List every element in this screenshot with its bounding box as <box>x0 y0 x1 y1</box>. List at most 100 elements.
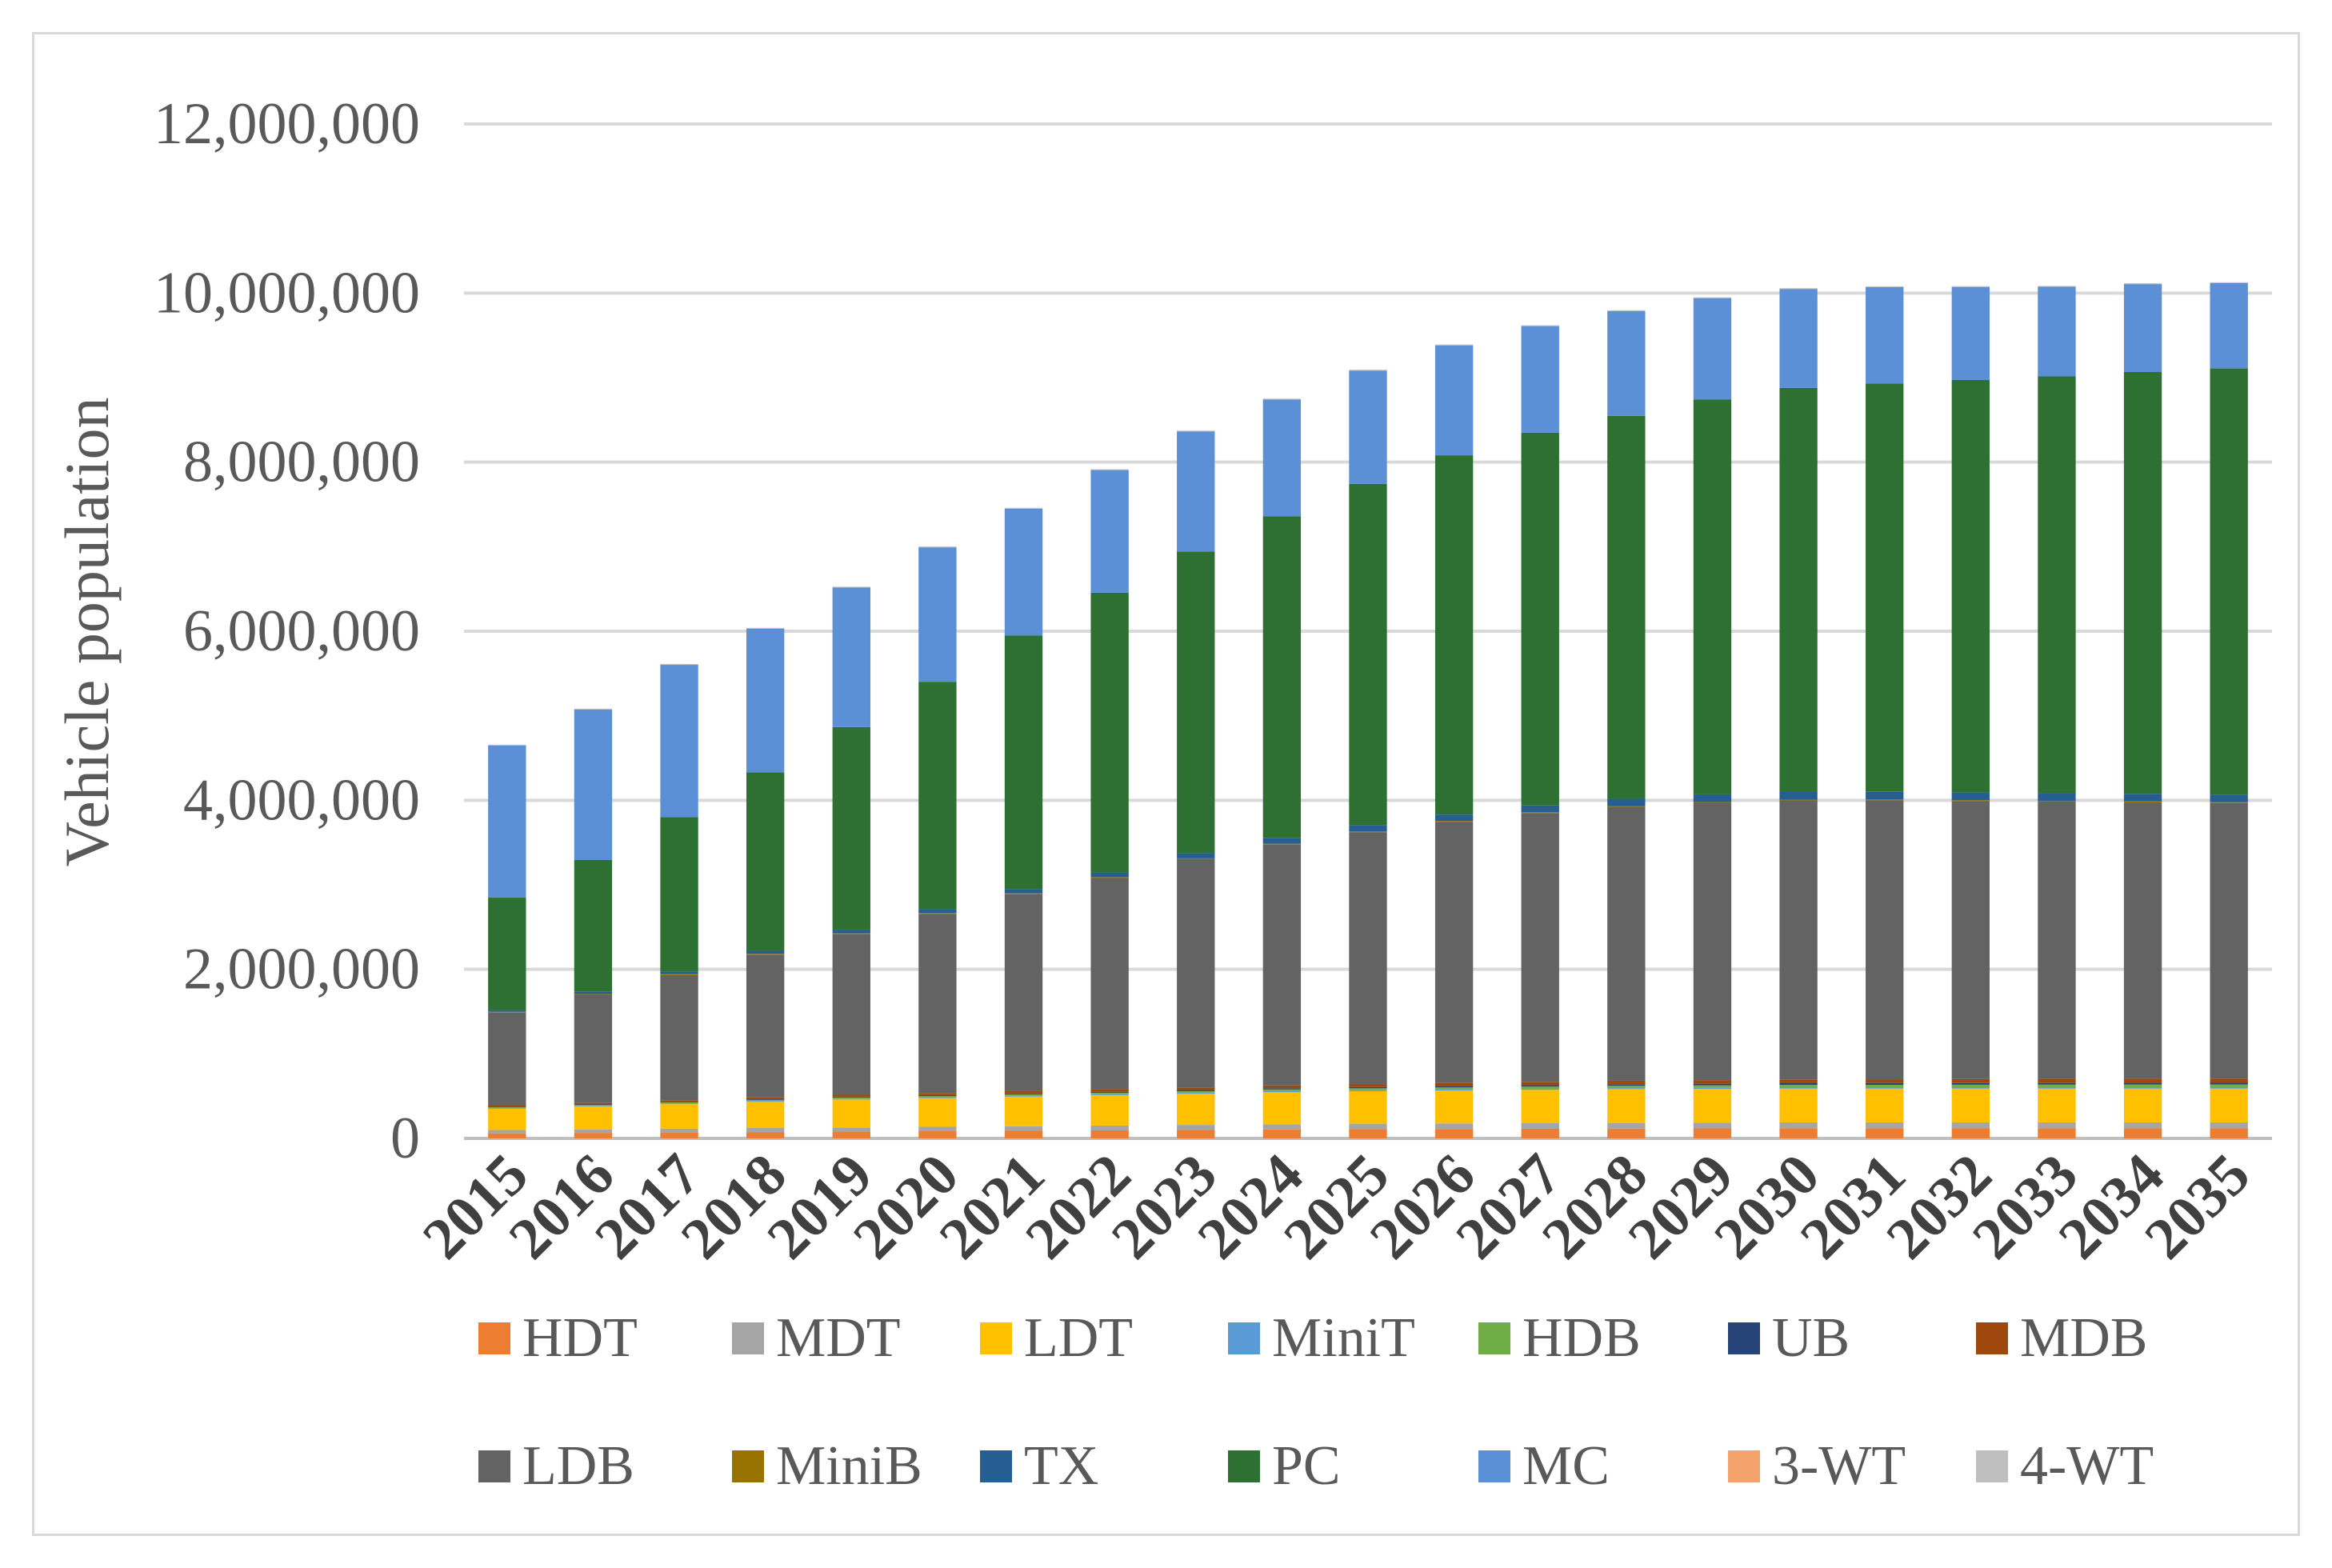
bar-pc-2033 <box>2038 376 2076 794</box>
bar-mc-2024 <box>1262 399 1302 517</box>
bar-pc-2035 <box>2210 368 2248 795</box>
bar-minib-2025 <box>1349 831 1387 833</box>
legend-swatch-ldb <box>478 1450 510 1482</box>
bar-mc-2027 <box>1521 326 1559 433</box>
bar-ub-2020 <box>918 1094 957 1096</box>
bar-hdt-2035 <box>2210 1128 2248 1138</box>
bar-mdt-2024 <box>1262 1124 1302 1130</box>
bar-minib-2024 <box>1262 843 1302 845</box>
legend-label-hdt: HDT <box>522 1307 638 1369</box>
bar-mc-2018 <box>746 628 785 773</box>
bar-ldb-2034 <box>2123 802 2162 1079</box>
bar-ldt-2026 <box>1434 1090 1474 1124</box>
legend-label-tx: TX <box>1024 1435 1098 1497</box>
bar-ldt-2029 <box>1693 1089 1732 1123</box>
bar-ub-2030 <box>1779 1082 1818 1086</box>
bar-hdb-2025 <box>1349 1088 1387 1090</box>
bar-hdt-2030 <box>1779 1128 1818 1138</box>
bar-mdb-2032 <box>1951 1078 1990 1083</box>
bar-mdt-2021 <box>1004 1126 1043 1131</box>
bar-ldt-2016 <box>574 1106 613 1130</box>
bar-mdt-2018 <box>746 1128 785 1133</box>
bar-4-wt-2017 <box>660 663 698 666</box>
legend-swatch-mdb <box>1976 1322 2008 1354</box>
bar-ldb-2021 <box>1004 894 1043 1091</box>
bar-tx-2031 <box>1866 791 1904 800</box>
bar-ub-2029 <box>1693 1083 1732 1086</box>
bar-mdb-2030 <box>1779 1079 1818 1083</box>
bar-mdt-2025 <box>1349 1123 1387 1130</box>
bar-hdb-2031 <box>1866 1085 1904 1088</box>
bar-4-wt-2028 <box>1607 310 1646 311</box>
bar-minit-2017 <box>660 1103 698 1105</box>
y-axis-ticks: 0 2,000,000 4,000,000 6,000,000 8,000,000 10,… <box>154 91 420 1171</box>
bar-pc-2017 <box>660 817 698 972</box>
bar-tx-2022 <box>1090 872 1129 878</box>
bar-ub-2034 <box>2123 1082 2162 1085</box>
bar-minib-2017 <box>660 974 698 975</box>
bar-mdb-2026 <box>1434 1082 1474 1086</box>
bar-mdb-2028 <box>1607 1080 1646 1085</box>
legend-swatch-ldt <box>980 1322 1012 1354</box>
bar-mc-2034 <box>2123 284 2162 373</box>
bar-ldb-2026 <box>1434 822 1474 1083</box>
y-tick-label: 4,000,000 <box>183 767 420 833</box>
bar-pc-2020 <box>918 682 957 910</box>
bar-tx-2027 <box>1521 805 1559 813</box>
bar-mdt-2023 <box>1177 1125 1215 1130</box>
x-axis-ticks: 2015201620172018201920202021202220232024… <box>410 1142 2262 1272</box>
bar-mc-2028 <box>1607 310 1646 416</box>
bar-ldb-2015 <box>488 1012 526 1106</box>
bar-tx-2028 <box>1607 798 1646 806</box>
bar-minit-2033 <box>2038 1087 2076 1089</box>
bar-mc-2020 <box>918 547 957 682</box>
legend-swatch-mc <box>1478 1450 1510 1482</box>
bar-4-wt-2016 <box>574 708 613 710</box>
bar-tx-2018 <box>746 950 785 954</box>
bar-hdb-2028 <box>1607 1086 1646 1089</box>
bar-tx-2021 <box>1004 889 1043 894</box>
bar-pc-2029 <box>1693 399 1732 794</box>
bar-4-wt-2020 <box>918 546 957 548</box>
bar-mdt-2017 <box>660 1128 698 1133</box>
bar-ldt-2027 <box>1521 1090 1559 1123</box>
bar-mc-2030 <box>1779 289 1818 388</box>
bar-mc-2025 <box>1349 370 1387 484</box>
bar-hdt-2025 <box>1349 1129 1387 1138</box>
bar-pc-2032 <box>1951 379 1990 793</box>
bar-4-wt-2030 <box>1779 288 1818 290</box>
bar-mdt-2035 <box>2210 1122 2248 1129</box>
bar-minit-2029 <box>1693 1087 1732 1090</box>
bar-mdb-2019 <box>832 1094 870 1097</box>
bar-minib-2026 <box>1434 821 1474 822</box>
bar-minib-2032 <box>1951 800 1990 802</box>
bar-ldb-2019 <box>832 934 870 1095</box>
bar-mc-2029 <box>1693 298 1732 400</box>
bar-ldb-2023 <box>1177 858 1215 1088</box>
bar-ldt-2019 <box>832 1099 870 1128</box>
bar-4-wt-2015 <box>488 744 526 746</box>
bar-ub-2018 <box>746 1099 785 1100</box>
bar-ldt-2018 <box>746 1102 785 1129</box>
legend-label-ub: UB <box>1772 1307 1850 1369</box>
bar-mc-2031 <box>1866 286 1904 384</box>
bar-hdt-2026 <box>1434 1129 1474 1138</box>
bar-ldt-2035 <box>2210 1088 2248 1123</box>
bar-minit-2024 <box>1262 1090 1302 1093</box>
bar-mdb-2022 <box>1090 1089 1129 1092</box>
bar-mc-2026 <box>1434 345 1474 456</box>
legend-label-4-wt: 4-WT <box>2020 1435 2154 1497</box>
bar-tx-2030 <box>1779 791 1818 800</box>
bar-mdb-2018 <box>746 1097 785 1100</box>
bar-minib-2035 <box>2210 802 2248 803</box>
bar-minib-2015 <box>488 1011 526 1013</box>
bar-mc-2016 <box>574 709 613 860</box>
bar-minib-2030 <box>1779 799 1818 801</box>
bar-ldb-2032 <box>1951 801 1990 1079</box>
legend-swatch-4-wt <box>1976 1450 2008 1482</box>
bar-mdb-2033 <box>2038 1078 2076 1083</box>
bar-minit-2028 <box>1607 1088 1646 1090</box>
bar-pc-2030 <box>1779 387 1818 792</box>
bar-ldb-2017 <box>660 974 698 1101</box>
bar-minit-2021 <box>1004 1095 1043 1097</box>
